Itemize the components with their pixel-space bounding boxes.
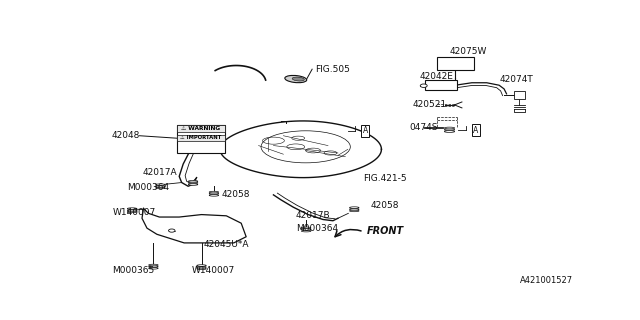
Ellipse shape — [188, 182, 198, 184]
Ellipse shape — [301, 230, 311, 232]
Text: FIG.505: FIG.505 — [316, 65, 351, 74]
Text: 42045U*A: 42045U*A — [204, 240, 250, 249]
Text: 42058: 42058 — [221, 190, 250, 199]
Ellipse shape — [196, 266, 206, 268]
Ellipse shape — [209, 193, 219, 195]
Ellipse shape — [188, 180, 198, 182]
Ellipse shape — [127, 211, 137, 213]
Ellipse shape — [156, 186, 165, 187]
Bar — [177, 135, 225, 141]
Ellipse shape — [349, 210, 359, 212]
Ellipse shape — [148, 264, 158, 266]
Text: A: A — [363, 126, 368, 135]
Ellipse shape — [156, 187, 165, 189]
Text: W140007: W140007 — [191, 266, 235, 275]
Ellipse shape — [127, 208, 137, 209]
Text: M000364: M000364 — [296, 224, 338, 233]
Text: ⚠ WARNING: ⚠ WARNING — [182, 126, 221, 131]
Ellipse shape — [209, 191, 219, 193]
Ellipse shape — [188, 184, 198, 185]
Text: ⚠ IMPORTANT: ⚠ IMPORTANT — [180, 135, 221, 140]
Text: A421001527: A421001527 — [520, 276, 573, 285]
Text: 42017B: 42017B — [296, 211, 330, 220]
Ellipse shape — [196, 265, 206, 266]
Ellipse shape — [444, 129, 454, 131]
Ellipse shape — [148, 268, 158, 269]
Text: A: A — [473, 125, 479, 135]
Ellipse shape — [209, 195, 219, 196]
Text: FRONT: FRONT — [367, 226, 404, 236]
Circle shape — [420, 84, 428, 87]
Bar — [425, 80, 457, 90]
Ellipse shape — [301, 227, 311, 229]
Text: 42075W: 42075W — [449, 47, 487, 56]
Ellipse shape — [156, 184, 165, 186]
Text: W140007: W140007 — [112, 208, 156, 217]
Ellipse shape — [148, 266, 158, 268]
Ellipse shape — [349, 208, 359, 210]
Bar — [177, 124, 225, 132]
Circle shape — [168, 229, 175, 232]
Text: 42074T: 42074T — [499, 75, 533, 84]
Text: 42048: 42048 — [111, 131, 140, 140]
Ellipse shape — [444, 127, 454, 129]
Ellipse shape — [444, 131, 454, 132]
Ellipse shape — [285, 76, 307, 83]
Text: 0474S: 0474S — [410, 123, 438, 132]
Ellipse shape — [349, 207, 359, 208]
Text: M000365: M000365 — [112, 266, 154, 275]
Bar — [177, 124, 225, 153]
Bar — [437, 57, 474, 70]
Ellipse shape — [196, 268, 206, 269]
Text: 42017A: 42017A — [142, 168, 177, 177]
Bar — [514, 91, 525, 99]
Ellipse shape — [301, 229, 311, 230]
Ellipse shape — [292, 77, 304, 81]
Text: 42042E: 42042E — [420, 72, 454, 81]
Ellipse shape — [127, 209, 137, 211]
Text: FIG.421-5: FIG.421-5 — [363, 174, 406, 183]
Text: 42058: 42058 — [370, 202, 399, 211]
Text: M000364: M000364 — [127, 183, 169, 192]
Text: 420521: 420521 — [412, 100, 447, 109]
